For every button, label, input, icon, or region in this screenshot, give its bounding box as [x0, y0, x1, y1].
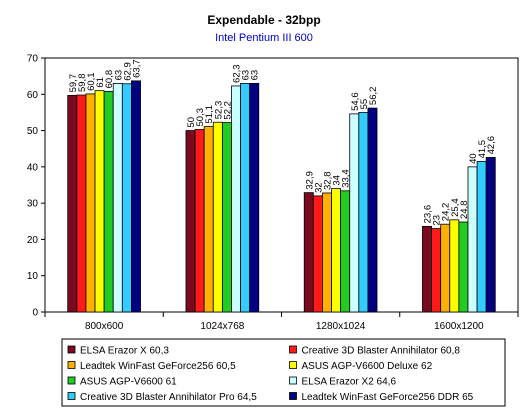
legend-swatch	[289, 345, 297, 354]
bar	[322, 192, 332, 313]
bar	[212, 121, 223, 313]
bar	[340, 190, 351, 313]
data-label: 41,5	[477, 140, 488, 159]
legend-swatch	[67, 361, 76, 369]
bar	[458, 221, 469, 313]
data-label: 50,3	[195, 108, 206, 127]
y-tick-label: 30	[27, 199, 39, 210]
data-label: 63,7	[131, 59, 142, 78]
data-label: 62,3	[232, 64, 243, 83]
data-label: 62,9	[122, 62, 133, 81]
legend-swatch	[67, 376, 76, 385]
legend-entry: Leadtek WinFast GeForce256 60,5	[80, 361, 236, 372]
legend-entry: ASUS AGP-V6600 Deluxe 62	[302, 361, 433, 372]
bar	[76, 94, 87, 313]
y-tick-label: 60	[27, 90, 39, 101]
data-label: 42,6	[486, 136, 497, 154]
bar	[112, 83, 123, 313]
data-label: 54,6	[350, 92, 361, 111]
bar	[85, 93, 96, 313]
bar	[103, 90, 114, 313]
bar	[485, 157, 496, 313]
bar	[194, 129, 205, 313]
y-tick-label: 50	[27, 126, 39, 137]
legend-swatch	[67, 392, 76, 400]
legend-entry: Creative 3D Blaster Annihilator Pro 64,5	[80, 392, 257, 403]
bar	[240, 83, 251, 313]
data-label: 23	[432, 215, 443, 226]
data-label: 60,1	[86, 72, 97, 91]
bar	[231, 85, 241, 313]
data-label: 59,8	[77, 74, 88, 93]
data-label: 52,3	[213, 101, 224, 120]
chart-subtitle: Intel Pentium III 600	[215, 32, 313, 44]
bar	[476, 161, 487, 313]
y-tick-label: 20	[27, 235, 39, 246]
legend-entry: Creative 3D Blaster Annihilator 60,8	[302, 346, 461, 357]
bar	[312, 195, 323, 313]
data-label: 61	[95, 77, 106, 88]
legend-entry: Leadtek WinFast GeForce256 DDR 65	[302, 392, 474, 403]
data-label: 32,9	[304, 171, 315, 190]
data-label: 24,2	[441, 203, 452, 222]
bar	[94, 90, 105, 313]
data-label: 60,8	[104, 70, 115, 89]
data-label: 50	[186, 117, 197, 128]
legend-entry: ELSA Erazor X 60,3	[80, 346, 169, 357]
bar	[331, 188, 342, 313]
data-label: 25,4	[450, 198, 461, 217]
x-category-label: 1600x1200	[434, 321, 484, 332]
bar	[203, 126, 214, 313]
bar	[303, 192, 314, 313]
bar	[449, 219, 460, 313]
bar	[249, 83, 260, 313]
x-category-label: 800x600	[85, 321, 124, 332]
data-label: 63	[113, 70, 124, 81]
legend-swatch	[289, 392, 297, 400]
data-label: 32	[313, 182, 324, 193]
data-label: 56,2	[368, 87, 379, 106]
data-label: 52,2	[222, 101, 233, 120]
x-category-label: 1280x1024	[316, 321, 366, 332]
bar	[367, 107, 378, 313]
data-label: 24,8	[459, 201, 470, 220]
legend-swatch	[67, 345, 76, 354]
plot-area: 0 10 20 30 40 50 60 70 800x600 59,759,860,16160,8…	[27, 54, 519, 332]
bar	[121, 83, 132, 313]
data-label: 55	[359, 99, 370, 110]
x-category-label: 1024x768	[200, 321, 244, 332]
data-label: 63	[241, 70, 252, 81]
y-tick-label: 70	[27, 54, 39, 65]
bar	[467, 166, 478, 313]
legend-swatch	[289, 376, 297, 385]
data-label: 23,6	[423, 205, 434, 224]
bar	[431, 228, 442, 313]
legend-entry: ELSA Erazor X2 64,6	[302, 377, 397, 388]
bar	[221, 122, 232, 313]
bar	[440, 223, 451, 313]
y-tick-label: 40	[27, 162, 39, 173]
chart-title: Expendable - 32bpp	[207, 13, 320, 27]
data-label: 63	[250, 70, 261, 81]
bar	[358, 112, 369, 313]
data-label: 33,4	[341, 169, 352, 188]
legend-box	[61, 338, 506, 407]
legend-entry: ASUS AGP-V6600 61	[80, 377, 177, 388]
bar	[185, 130, 196, 313]
data-label: 40	[468, 153, 479, 164]
data-label: 59,7	[68, 74, 79, 93]
y-tick-label: 10	[27, 271, 39, 282]
data-label: 32,8	[322, 171, 333, 190]
legend: ELSA Erazor X 60,3 Creative 3D Blaster An…	[61, 338, 506, 407]
data-label: 51,1	[204, 105, 215, 124]
data-label: 34	[332, 175, 343, 186]
bar	[67, 94, 78, 313]
legend-swatch	[289, 361, 297, 369]
y-tick-label: 0	[32, 308, 38, 319]
bar	[349, 113, 360, 313]
bar	[131, 80, 141, 313]
bar	[422, 225, 432, 313]
